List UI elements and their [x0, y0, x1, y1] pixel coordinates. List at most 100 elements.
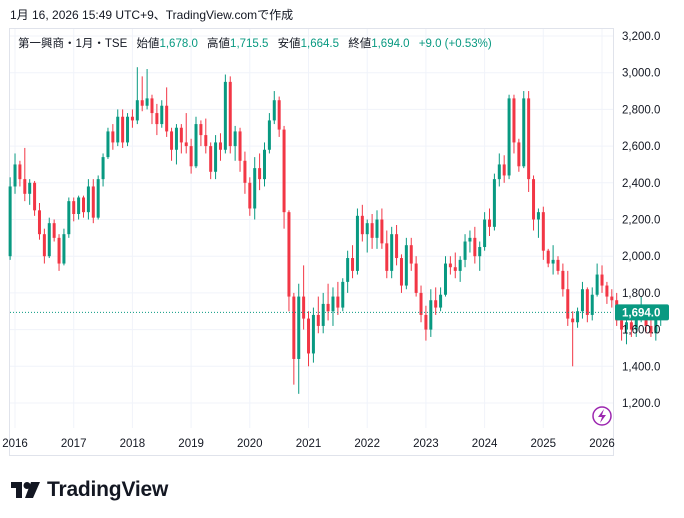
candle: [160, 100, 164, 128]
candle-body: [96, 179, 100, 218]
candle-body: [566, 289, 570, 319]
candle: [86, 179, 90, 220]
candle: [214, 135, 218, 180]
candle-body: [507, 98, 511, 176]
candle-body: [130, 116, 134, 121]
time-axis: 2016 2017 2018 2019 2020 2021 2022 2023 2024 2025…: [2, 438, 615, 450]
candle: [307, 311, 311, 367]
candle-body: [267, 120, 271, 150]
candle: [453, 252, 457, 279]
candle: [184, 113, 188, 154]
year-tick-label: 2021: [296, 438, 322, 450]
candle-body: [189, 146, 193, 167]
candle-body: [116, 116, 120, 143]
candle: [365, 219, 369, 253]
candle-body: [536, 212, 540, 220]
candle: [336, 281, 340, 315]
tradingview-logo-icon: [11, 482, 40, 498]
candle-body: [13, 164, 17, 187]
candle: [585, 287, 589, 323]
candle: [145, 69, 149, 110]
candle: [424, 305, 428, 341]
candle: [228, 76, 232, 154]
candle-body: [82, 197, 86, 213]
candle: [238, 127, 242, 172]
candle-body: [106, 131, 110, 158]
candle-body: [546, 250, 550, 264]
candle: [351, 245, 355, 279]
candle: [458, 256, 462, 282]
candle: [101, 153, 105, 187]
candle-body: [223, 81, 227, 150]
candle: [463, 234, 467, 268]
candle: [194, 116, 198, 169]
brand-name: TradingView: [47, 478, 169, 501]
candle-body: [228, 81, 232, 147]
ohlc-legend: 第一興商・1月・TSE 始値1,678.0 高値1,715.5 安値1,664.…: [18, 35, 492, 51]
candle: [488, 208, 492, 237]
candle-body: [463, 241, 467, 260]
candle: [155, 103, 159, 136]
candle: [174, 124, 178, 165]
candle: [272, 91, 276, 125]
open-value: 1,678.0: [159, 38, 198, 50]
candle: [297, 283, 301, 394]
candle: [126, 113, 130, 147]
candle-body: [238, 131, 242, 161]
last-price-badge-label: 1,694.0: [622, 307, 660, 319]
close-value: 1,694.0: [371, 38, 410, 50]
candle-body: [52, 223, 56, 238]
candle-body: [380, 219, 384, 244]
gridlines: [10, 29, 613, 428]
candle: [321, 292, 325, 334]
candle: [532, 175, 536, 231]
candle: [33, 180, 37, 216]
candle: [507, 94, 511, 180]
candle: [370, 213, 374, 249]
candle-body: [654, 318, 658, 334]
candle: [8, 177, 12, 260]
candle: [42, 228, 46, 264]
candle: [121, 109, 125, 148]
candle-body: [473, 237, 477, 257]
candle-body: [287, 212, 291, 297]
candle-body: [399, 258, 403, 286]
candle: [96, 175, 100, 220]
candle-body: [311, 314, 315, 354]
candle: [419, 285, 423, 323]
open-label: 始値: [136, 38, 160, 50]
candle-body: [360, 215, 364, 235]
tradingview-logo[interactable]: TradingView: [11, 478, 168, 502]
candle-body: [488, 219, 492, 227]
candle-body: [629, 322, 633, 330]
lightning-icon[interactable]: [592, 406, 612, 426]
candle: [561, 263, 565, 297]
candle-body: [331, 296, 335, 312]
candle-body: [409, 245, 413, 264]
year-tick-label: 2020: [237, 438, 263, 450]
candle: [67, 197, 71, 238]
candle-body: [439, 294, 443, 308]
candle-body: [532, 179, 536, 220]
candle-body: [233, 131, 237, 147]
candle-body: [111, 131, 115, 143]
candle: [189, 138, 193, 174]
candle-body: [272, 100, 276, 121]
year-tick-label: 2026: [589, 438, 615, 450]
candle-body: [453, 267, 457, 271]
candle: [576, 307, 580, 328]
candle-body: [150, 98, 154, 114]
high-value: 1,715.5: [230, 38, 269, 50]
low-label: 安値: [277, 38, 301, 50]
candle-body: [248, 182, 252, 209]
candle: [28, 179, 32, 205]
candle: [522, 91, 526, 169]
candle-body: [297, 296, 301, 359]
candle: [380, 208, 384, 249]
candle: [13, 153, 17, 194]
candle: [302, 265, 306, 330]
candle: [130, 109, 134, 128]
candle: [610, 289, 614, 308]
candle: [360, 204, 364, 242]
